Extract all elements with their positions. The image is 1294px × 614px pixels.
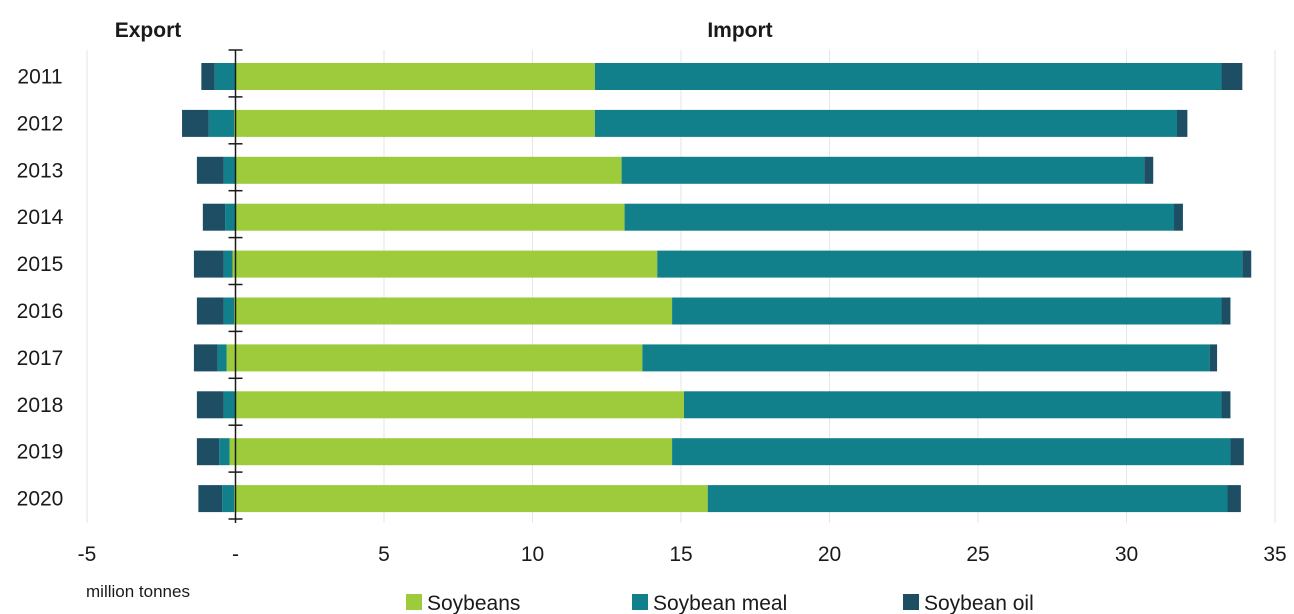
bar-2019-import-soybean-meal [672,438,1231,466]
legend-label-soybeans: Soybeans [427,592,520,614]
legend-label-soybean-meal: Soybean meal [653,592,787,614]
y-tick-label-2011: 2011 [17,66,62,89]
legend-swatch-soybean-oil [903,594,919,610]
bar-2017-export-soybeans [226,344,236,372]
bar-2014-import-soybean-oil [1174,203,1183,231]
bar-2013-import-soybean-meal [621,156,1145,184]
bar-2015-import-soybeans [235,250,658,278]
bar-2019-export-soybean-oil [196,438,220,466]
bar-2016-export-soybean-meal [223,297,235,325]
bar-2020-export-soybean-oil [198,485,223,513]
bar-2018-import-soybean-oil [1221,391,1231,419]
bar-2011-import-soybean-oil [1221,63,1243,90]
bar-2016-import-soybeans [235,297,673,325]
bar-2011-import-soybeans [235,63,595,90]
legend-swatch-soybean-meal [632,594,648,610]
y-tick-label-2017: 2017 [17,347,64,370]
bar-2013-export-soybean-oil [196,156,224,184]
bar-2018-export-soybean-meal [223,391,236,419]
bar-2020-import-soybean-oil [1227,485,1241,513]
bar-2015-export-soybean-oil [193,250,224,278]
y-tick-label-2012: 2012 [17,112,64,135]
bar-2018-import-soybeans [235,391,684,419]
bar-2017-export-soybean-meal [217,344,227,372]
bar-2020-export-soybean-meal [222,485,235,513]
bar-2016-export-soybean-oil [196,297,224,325]
y-tick-label-2015: 2015 [17,253,64,276]
bar-2019-export-soybeans [229,438,236,466]
bar-2012-export-soybean-oil [182,109,209,137]
bar-2018-export-soybean-oil [196,391,224,419]
bar-2011-export-soybean-oil [201,63,215,90]
bar-2011-import-soybean-meal [594,63,1222,90]
bars [182,63,1252,513]
bar-2014-export-soybean-meal [225,203,236,231]
x-tick-label-6: 25 [966,543,989,566]
bar-2017-export-soybean-oil [193,344,218,372]
bar-2016-import-soybean-meal [672,297,1222,325]
bar-2019-import-soybean-oil [1230,438,1244,466]
export-heading: Export [115,19,182,42]
import-heading: Import [707,19,772,42]
axis [228,49,243,523]
bar-2012-import-soybeans [235,109,595,137]
x-tick-label-7: 30 [1115,543,1138,566]
bar-2015-import-soybean-meal [657,250,1243,278]
bar-2012-export-soybean-meal [208,109,235,137]
x-tick-label-8: 35 [1263,543,1286,566]
y-tick-label-2014: 2014 [17,206,64,229]
bar-2014-import-soybeans [235,203,625,231]
bar-2012-import-soybean-meal [594,109,1177,137]
bar-2013-import-soybeans [235,156,622,184]
x-tick-label-5: 20 [818,543,841,566]
y-tick-label-2020: 2020 [17,488,64,511]
y-tick-label-2013: 2013 [17,159,64,182]
bar-2017-import-soybean-oil [1209,344,1218,372]
y-tick-label-2018: 2018 [17,394,64,417]
bar-2014-import-soybean-meal [624,203,1175,231]
legend-label-soybean-oil: Soybean oil [924,592,1034,614]
bar-2011-export-soybean-meal [214,63,236,90]
bar-2015-export-soybean-meal [223,250,233,278]
bar-2015-export-soybeans [232,250,236,278]
x-tick-label-1: - [232,543,239,566]
x-tick-label-4: 15 [669,543,692,566]
y-tick-label-2016: 2016 [17,300,64,323]
legend-swatch-soybeans [406,594,422,610]
bar-2020-import-soybeans [235,485,708,513]
bar-2019-import-soybeans [235,438,673,466]
y-tick-label-2019: 2019 [17,441,64,464]
bar-2018-import-soybean-meal [683,391,1222,419]
unit-label: million tonnes [86,582,190,601]
bar-2012-import-soybean-oil [1176,109,1188,137]
bar-2013-export-soybean-meal [223,156,236,184]
bar-2015-import-soybean-oil [1242,250,1252,278]
bar-2020-import-soybean-meal [707,485,1228,513]
bar-2013-import-soybean-oil [1144,156,1154,184]
x-tick-label-0: -5 [78,543,97,566]
bar-2019-export-soybean-meal [219,438,230,466]
x-tick-label-3: 10 [521,543,544,566]
bar-2017-import-soybean-meal [642,344,1210,372]
y-tick-labels: 2011 2012 2013 2014 2015 2016 2017 2018 2019 2020 [17,66,64,511]
bar-2016-import-soybean-oil [1221,297,1231,325]
bar-2017-import-soybeans [235,344,643,372]
legend: Soybeans Soybean meal Soybean oil [406,592,1034,614]
x-tick-labels: -5-5 10 15 20 25 30 35 [78,543,1287,566]
bar-2014-export-soybean-oil [202,203,226,231]
x-tick-label-2: 5 [378,543,390,566]
